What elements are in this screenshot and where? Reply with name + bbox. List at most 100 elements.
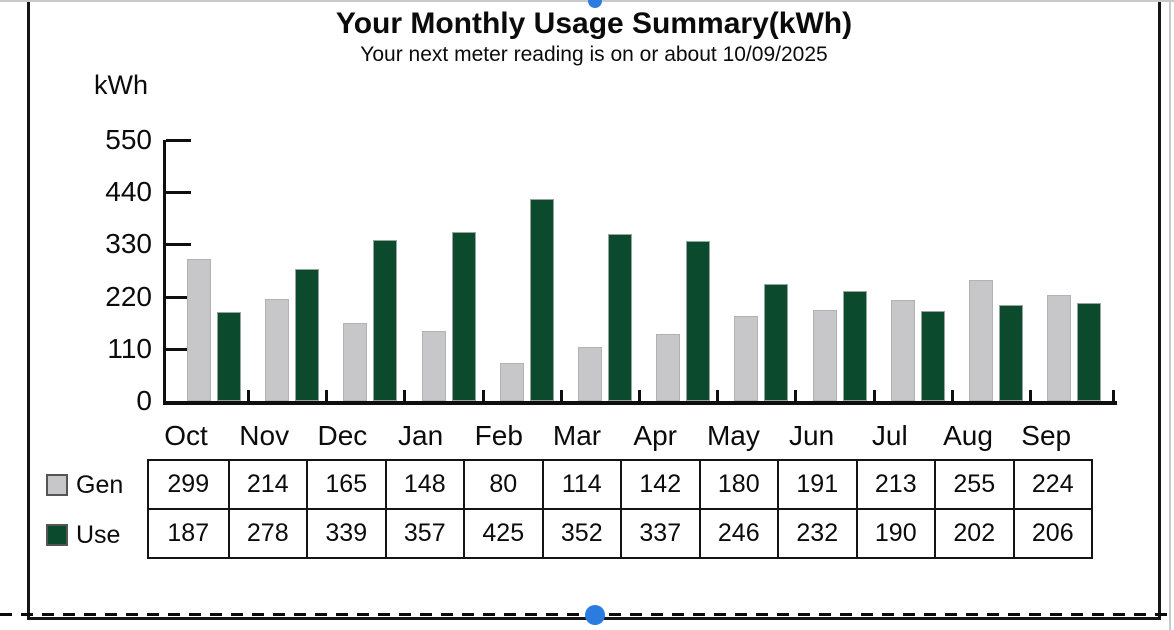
table-cell: 425: [463, 510, 542, 557]
selection-handle-bottom[interactable]: [585, 605, 605, 625]
x-axis-label: Feb: [474, 420, 523, 451]
x-axis-tick: [247, 390, 250, 401]
x-axis-tick: [559, 390, 563, 401]
table-cell: 187: [167, 519, 210, 547]
x-axis-line: [163, 401, 1117, 405]
x-axis-tick: [950, 390, 954, 401]
x-axis-label: Jun: [789, 420, 835, 451]
y-axis-tick: [166, 139, 191, 142]
x-axis-label: Dec: [317, 420, 368, 451]
page-right-edge: [1169, 0, 1171, 630]
y-axis-tick: [166, 191, 191, 195]
x-axis-label: Jan: [398, 420, 444, 451]
y-axis-tick-label: 110: [107, 332, 152, 364]
y-axis-tick: [166, 295, 191, 299]
use-bar: [217, 312, 241, 401]
use-bar: [920, 311, 945, 401]
y-axis-line: [163, 140, 166, 405]
table-cell: 352: [541, 510, 621, 557]
table-row-use: 187 278 339 357 425 352 337 246 232 190 202 206: [149, 508, 1091, 557]
table-cell: 214: [227, 461, 307, 508]
table-cell: 206: [1012, 510, 1092, 557]
table-cell: 278: [227, 510, 307, 557]
table-cell: 191: [777, 461, 856, 508]
table-cell: 142: [620, 461, 699, 508]
x-axis-label: Sep: [1021, 420, 1072, 451]
gen-bar: [265, 299, 290, 401]
table-cell: 180: [698, 461, 778, 508]
chart-subtitle: Your next meter reading is on or about 1…: [360, 43, 828, 66]
gen-bar: [890, 300, 915, 401]
x-axis-tick: [872, 390, 876, 401]
x-axis-label: Nov: [239, 420, 290, 451]
x-axis-tick: [794, 390, 798, 401]
selection-handle-top[interactable]: [588, 0, 602, 8]
use-bar: [529, 199, 554, 401]
table-cell: 165: [306, 461, 385, 508]
table-row-gen: 299 214 165 148 80 114 142 180 191 213 255 224: [149, 461, 1091, 508]
chart-title: Your Monthly Usage Summary(kWh): [335, 7, 853, 40]
use-bar: [999, 305, 1023, 401]
data-table: 299 214 165 148 80 114 142 180 191 213 255 224 187 27…: [147, 459, 1093, 559]
legend-swatch-use: [46, 524, 68, 546]
y-axis-tick-label: 440: [105, 176, 152, 208]
x-axis-label: Oct: [164, 420, 208, 451]
gen-bar: [421, 331, 446, 401]
y-axis-tick-label: 330: [105, 228, 152, 260]
use-bar: [295, 269, 320, 401]
gen-bar: [969, 280, 993, 401]
table-cell: 357: [384, 510, 464, 557]
y-axis-label: kWh: [94, 70, 148, 100]
table-cell: 246: [698, 510, 778, 557]
y-axis-tick: [166, 243, 191, 247]
table-cell: 299: [167, 470, 210, 498]
table-cell: 255: [934, 461, 1013, 508]
table-cell: 232: [777, 510, 856, 557]
gen-bar: [1047, 295, 1072, 401]
x-axis-tick: [481, 390, 485, 401]
legend-swatch-gen: [46, 474, 68, 496]
gen-bar: [734, 316, 759, 401]
x-axis-tick: [1112, 390, 1115, 401]
use-bar: [608, 234, 632, 401]
table-cell: 148: [384, 461, 464, 508]
x-axis-tick: [716, 390, 720, 401]
gen-bar: [343, 323, 368, 401]
table-cell: 339: [306, 510, 385, 557]
x-axis-label: Aug: [943, 420, 993, 451]
x-axis-label: May: [706, 420, 760, 451]
y-axis-tick-label: 0: [136, 385, 152, 416]
gen-bar: [578, 347, 602, 401]
x-axis-tick: [1029, 390, 1032, 401]
table-cell: 202: [934, 510, 1013, 557]
legend-label-gen: Gen: [76, 471, 124, 499]
y-axis-tick: [166, 347, 191, 351]
x-axis-label: Mar: [552, 420, 602, 451]
use-bar: [1077, 303, 1102, 401]
gen-bar: [812, 310, 837, 401]
gen-bar: [499, 363, 524, 401]
use-bar: [764, 284, 789, 401]
legend-label-use: Use: [76, 521, 121, 549]
table-cell: 80: [463, 461, 542, 508]
x-axis-tick: [638, 390, 641, 401]
use-bar: [686, 241, 711, 401]
gen-bar: [187, 259, 211, 401]
use-bar: [842, 291, 867, 401]
table-cell: 114: [541, 461, 621, 508]
table-cell: 190: [855, 510, 935, 557]
table-cell: 337: [620, 510, 699, 557]
x-axis-tick: [403, 390, 407, 401]
table-cell: 224: [1012, 461, 1092, 508]
y-axis-tick-label: 220: [105, 280, 152, 312]
x-axis-label: Jul: [871, 420, 908, 451]
use-bar: [373, 240, 398, 401]
table-cell: 213: [855, 461, 935, 508]
y-axis-tick-label: 550: [105, 124, 152, 155]
use-bar: [451, 232, 476, 401]
gen-bar: [656, 334, 681, 401]
x-axis-tick: [325, 390, 329, 401]
x-axis-label: Apr: [633, 420, 677, 451]
